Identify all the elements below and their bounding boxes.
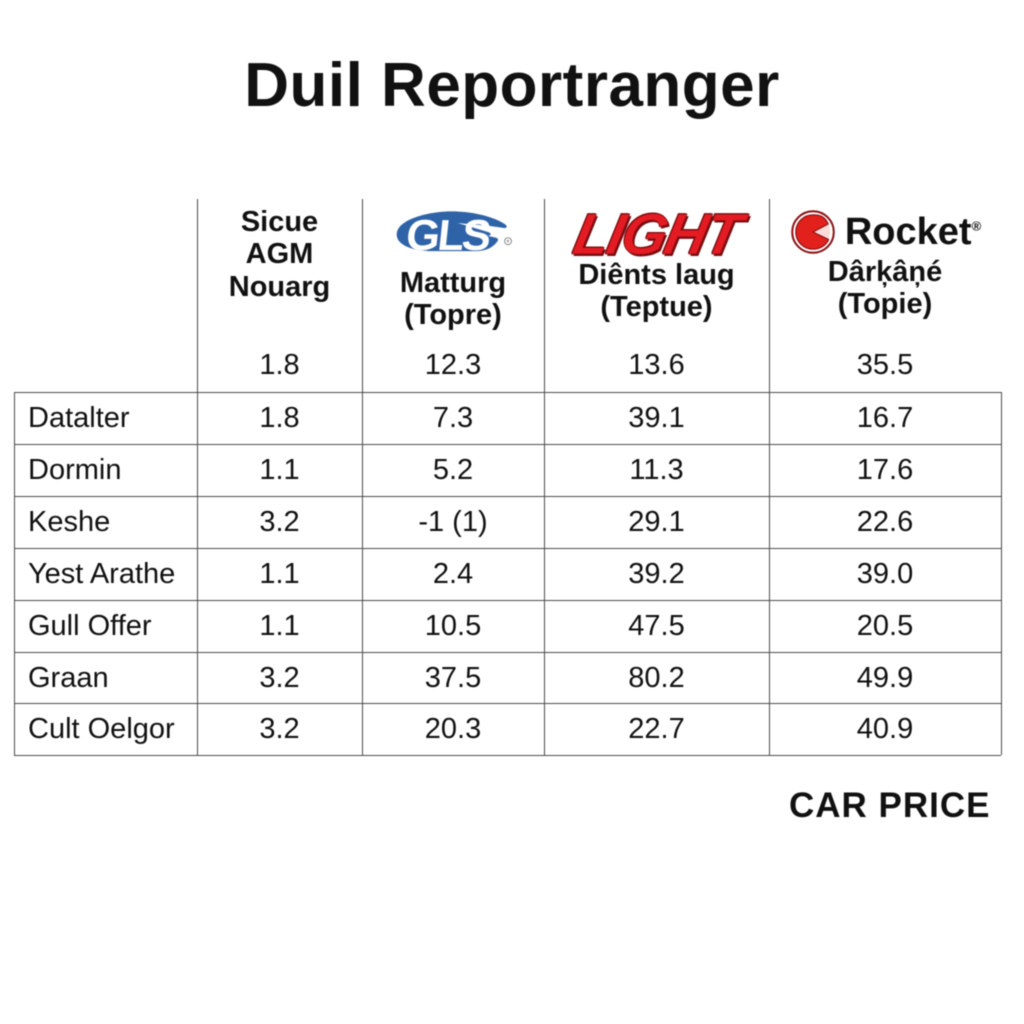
svg-text:R: R	[506, 240, 509, 244]
